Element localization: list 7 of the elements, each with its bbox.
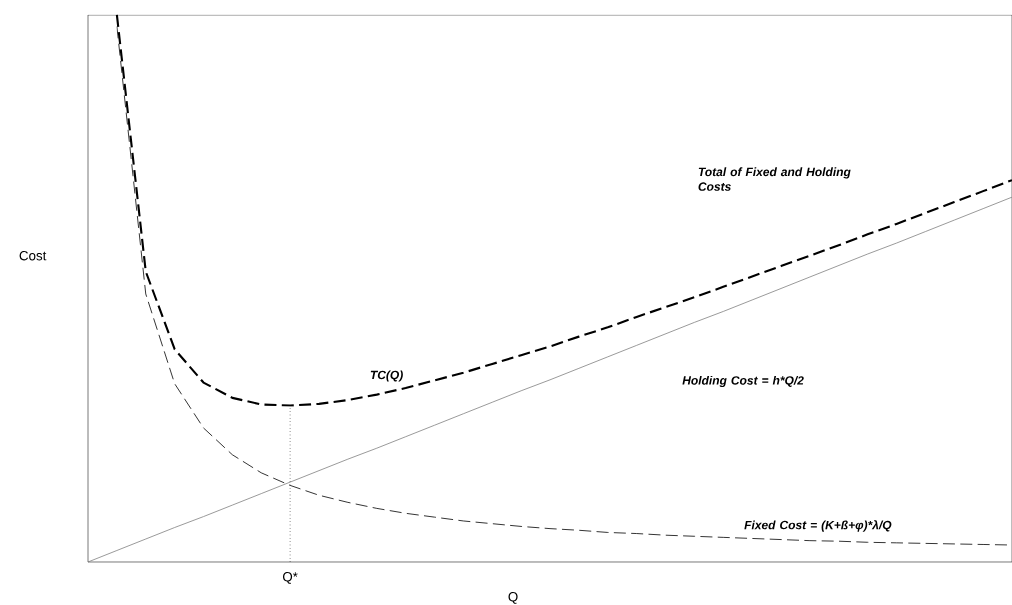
x-axis-title: Q xyxy=(508,592,518,604)
annotation: TC(Q) xyxy=(370,370,403,382)
annotation: Total of Fixed and Holding Costs xyxy=(698,167,851,191)
annotation: Fixed Cost = (K+ß+φ)*λ/Q xyxy=(744,520,892,532)
y-axis-title: Cost xyxy=(19,250,47,261)
text: Q* xyxy=(282,572,298,584)
annotation: Holding Cost = h*Q/2 xyxy=(682,375,804,388)
